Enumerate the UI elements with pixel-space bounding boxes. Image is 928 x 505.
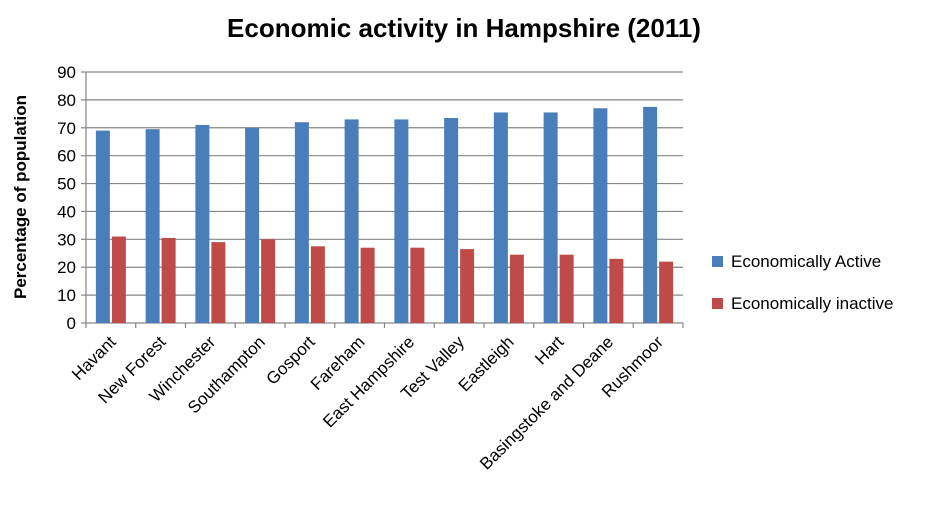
bar-economically-inactive <box>161 237 176 323</box>
y-tick-label: 20 <box>57 258 76 277</box>
legend-swatch <box>712 256 723 267</box>
bar-economically-active <box>245 127 260 324</box>
x-tick-label: Hart <box>531 332 567 368</box>
bar-economically-active <box>294 122 309 323</box>
bar-economically-active <box>543 112 558 323</box>
legend: Economically Active Economically inactive <box>712 252 894 313</box>
legend-label: Economically Active <box>731 252 881 271</box>
bar-economically-inactive <box>111 236 126 323</box>
bar-economically-inactive <box>609 258 624 323</box>
bar-economically-active <box>145 129 160 323</box>
y-tick-label: 0 <box>67 314 76 333</box>
bar-economically-active <box>344 119 359 324</box>
y-tick-label: 60 <box>57 147 76 166</box>
bar-economically-inactive <box>410 247 425 323</box>
bar-economically-active <box>444 118 459 324</box>
x-tick-label: Eastleigh <box>455 332 518 395</box>
y-tick-label: 80 <box>57 91 76 110</box>
legend-swatch <box>712 298 723 309</box>
chart-title: Economic activity in Hampshire (2011) <box>227 13 701 43</box>
bar-economically-inactive <box>460 249 475 323</box>
bar-economically-active <box>95 130 110 323</box>
y-axis-label: Percentage of population <box>11 95 30 299</box>
y-tick-label: 50 <box>57 175 76 194</box>
bar-economically-inactive <box>509 254 524 323</box>
x-tick-label: East Hampshire <box>319 332 418 431</box>
bar-economically-active <box>493 112 508 323</box>
bar-economically-active <box>643 106 658 323</box>
bar-economically-inactive <box>559 254 574 323</box>
bar-economically-inactive <box>261 239 276 323</box>
y-tick-label: 40 <box>57 202 76 221</box>
y-tick-label: 90 <box>57 63 76 82</box>
bar-economically-inactive <box>360 247 375 323</box>
y-tick-label: 70 <box>57 119 76 138</box>
y-tick-label: 10 <box>57 286 76 305</box>
bar-economically-active <box>593 108 608 323</box>
legend-label: Economically inactive <box>731 294 894 313</box>
y-tick-label: 30 <box>57 230 76 249</box>
bar-economically-inactive <box>211 242 226 323</box>
bar-economically-inactive <box>659 261 674 323</box>
bar-economically-active <box>195 124 210 323</box>
bar-economically-inactive <box>310 246 325 323</box>
bar-economically-active <box>394 119 409 324</box>
